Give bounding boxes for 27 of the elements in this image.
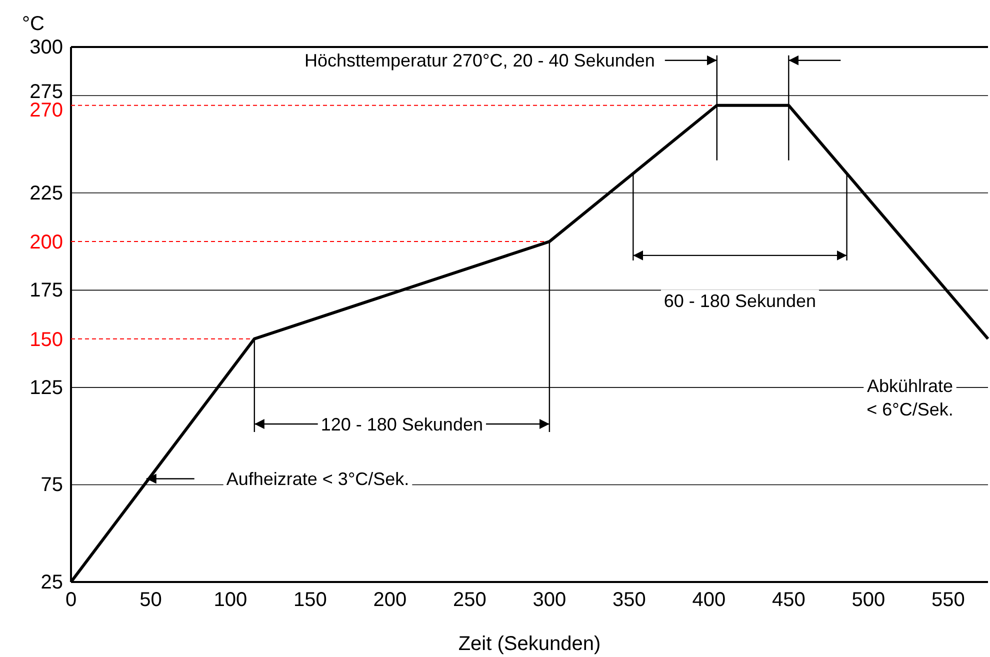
annotation: 120 - 180 Sekunden — [320, 414, 483, 434]
x-tick-label: 450 — [772, 589, 806, 612]
x-tick-label: 150 — [294, 589, 327, 612]
x-tick-label: 350 — [612, 589, 646, 612]
ref-line-label: 150 — [30, 328, 63, 351]
x-tick-label: 250 — [453, 589, 486, 612]
y-tick-label: 225 — [30, 182, 63, 204]
x-tick-label: 100 — [214, 589, 248, 612]
x-tick-label: 400 — [692, 589, 726, 612]
x-tick-label: 500 — [852, 589, 886, 612]
y-tick-label: 175 — [30, 280, 63, 302]
x-tick-label: 300 — [532, 589, 566, 612]
y-tick-label: 25 — [40, 571, 63, 594]
annotation: Höchsttemperatur 270°C, 20 - 40 Sekunden — [304, 50, 655, 71]
annotation: Abkühlrate < 6°C/Sek. — [866, 376, 954, 420]
y-axis-title: °C — [22, 13, 44, 35]
ref-line-label: 200 — [30, 232, 63, 254]
annotation: Aufheizrate < 3°C/Sek. — [226, 469, 410, 490]
annotation: 60 - 180 Sekunden — [664, 290, 816, 311]
x-tick-label: 50 — [140, 589, 162, 612]
x-axis-title: Zeit (Sekunden) — [458, 633, 601, 655]
y-tick-label: 125 — [30, 376, 63, 399]
y-tick-label: 75 — [40, 474, 63, 496]
y-tick-label: 300 — [30, 36, 63, 58]
x-tick-label: 0 — [65, 589, 77, 612]
x-tick-label: 550 — [931, 589, 965, 612]
x-tick-label: 200 — [373, 589, 407, 612]
